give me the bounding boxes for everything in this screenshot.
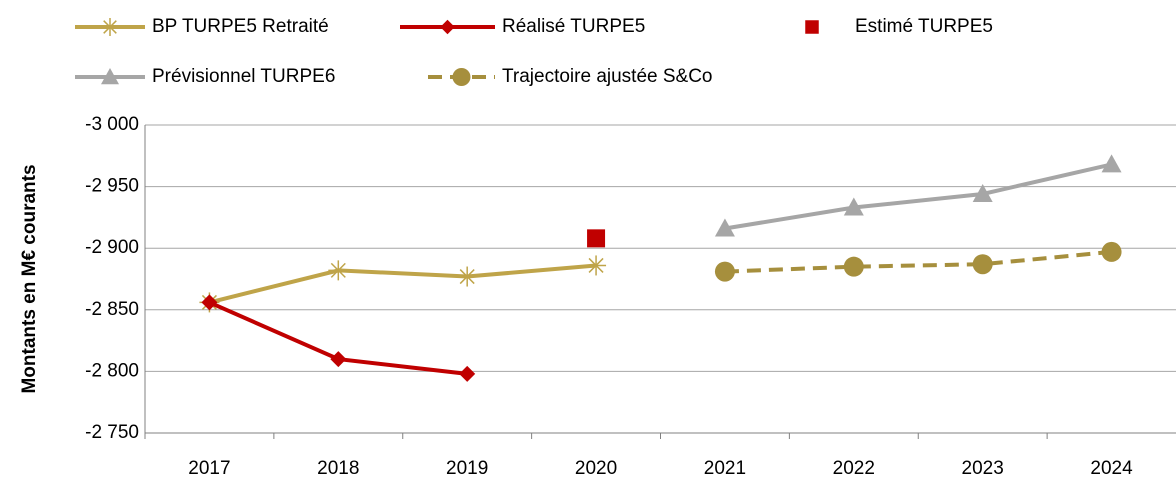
- x-tick-label: 2023: [962, 458, 1004, 479]
- series-line: [724, 162, 1113, 231]
- marker-triangle: [714, 218, 735, 237]
- marker-square: [805, 20, 819, 34]
- marker-triangle: [972, 183, 993, 202]
- marker-triangle: [1101, 154, 1122, 173]
- y-tick-label: -2 850: [85, 299, 139, 320]
- marker-circle: [843, 256, 864, 277]
- x-tick-label: 2020: [575, 458, 617, 479]
- series-line: [208, 263, 597, 305]
- marker-diamond: [459, 365, 476, 382]
- legend-label: Réalisé TURPE5: [502, 16, 645, 37]
- marker-circle: [452, 68, 471, 86]
- y-tick-label: -2 950: [85, 176, 139, 197]
- marker-diamond: [440, 19, 455, 35]
- marker-circle: [714, 261, 735, 282]
- x-tick-label: 2022: [833, 458, 875, 479]
- marker-square: [587, 229, 606, 248]
- legend-label: BP TURPE5 Retraité: [152, 16, 329, 37]
- x-tick-label: 2024: [1090, 458, 1133, 479]
- marker-asterisk: [457, 266, 478, 287]
- y-axis-label: Montants en M€ courants: [19, 164, 40, 393]
- y-tick-label: -2 750: [85, 422, 139, 443]
- series-line: [724, 249, 1112, 274]
- marker-circle: [1101, 241, 1122, 262]
- x-tick-label: 2017: [188, 458, 230, 479]
- y-tick-label: -2 900: [85, 237, 139, 258]
- marker-diamond: [201, 294, 218, 311]
- marker-asterisk: [586, 255, 607, 276]
- marker-circle: [972, 254, 993, 275]
- marker-triangle: [843, 197, 864, 216]
- x-tick-label: 2021: [704, 458, 746, 479]
- y-tick-label: -2 800: [85, 360, 139, 381]
- x-tick-label: 2018: [317, 458, 359, 479]
- legend-label: Trajectoire ajustée S&Co: [502, 66, 713, 87]
- marker-asterisk: [101, 18, 119, 36]
- marker-diamond: [330, 351, 347, 368]
- y-tick-label: -3 000: [85, 114, 139, 135]
- legend-label: Estimé TURPE5: [855, 16, 993, 37]
- legend-label: Prévisionnel TURPE6: [152, 66, 335, 87]
- marker-asterisk: [328, 260, 349, 281]
- marker-triangle: [101, 68, 119, 85]
- x-tick-label: 2019: [446, 458, 488, 479]
